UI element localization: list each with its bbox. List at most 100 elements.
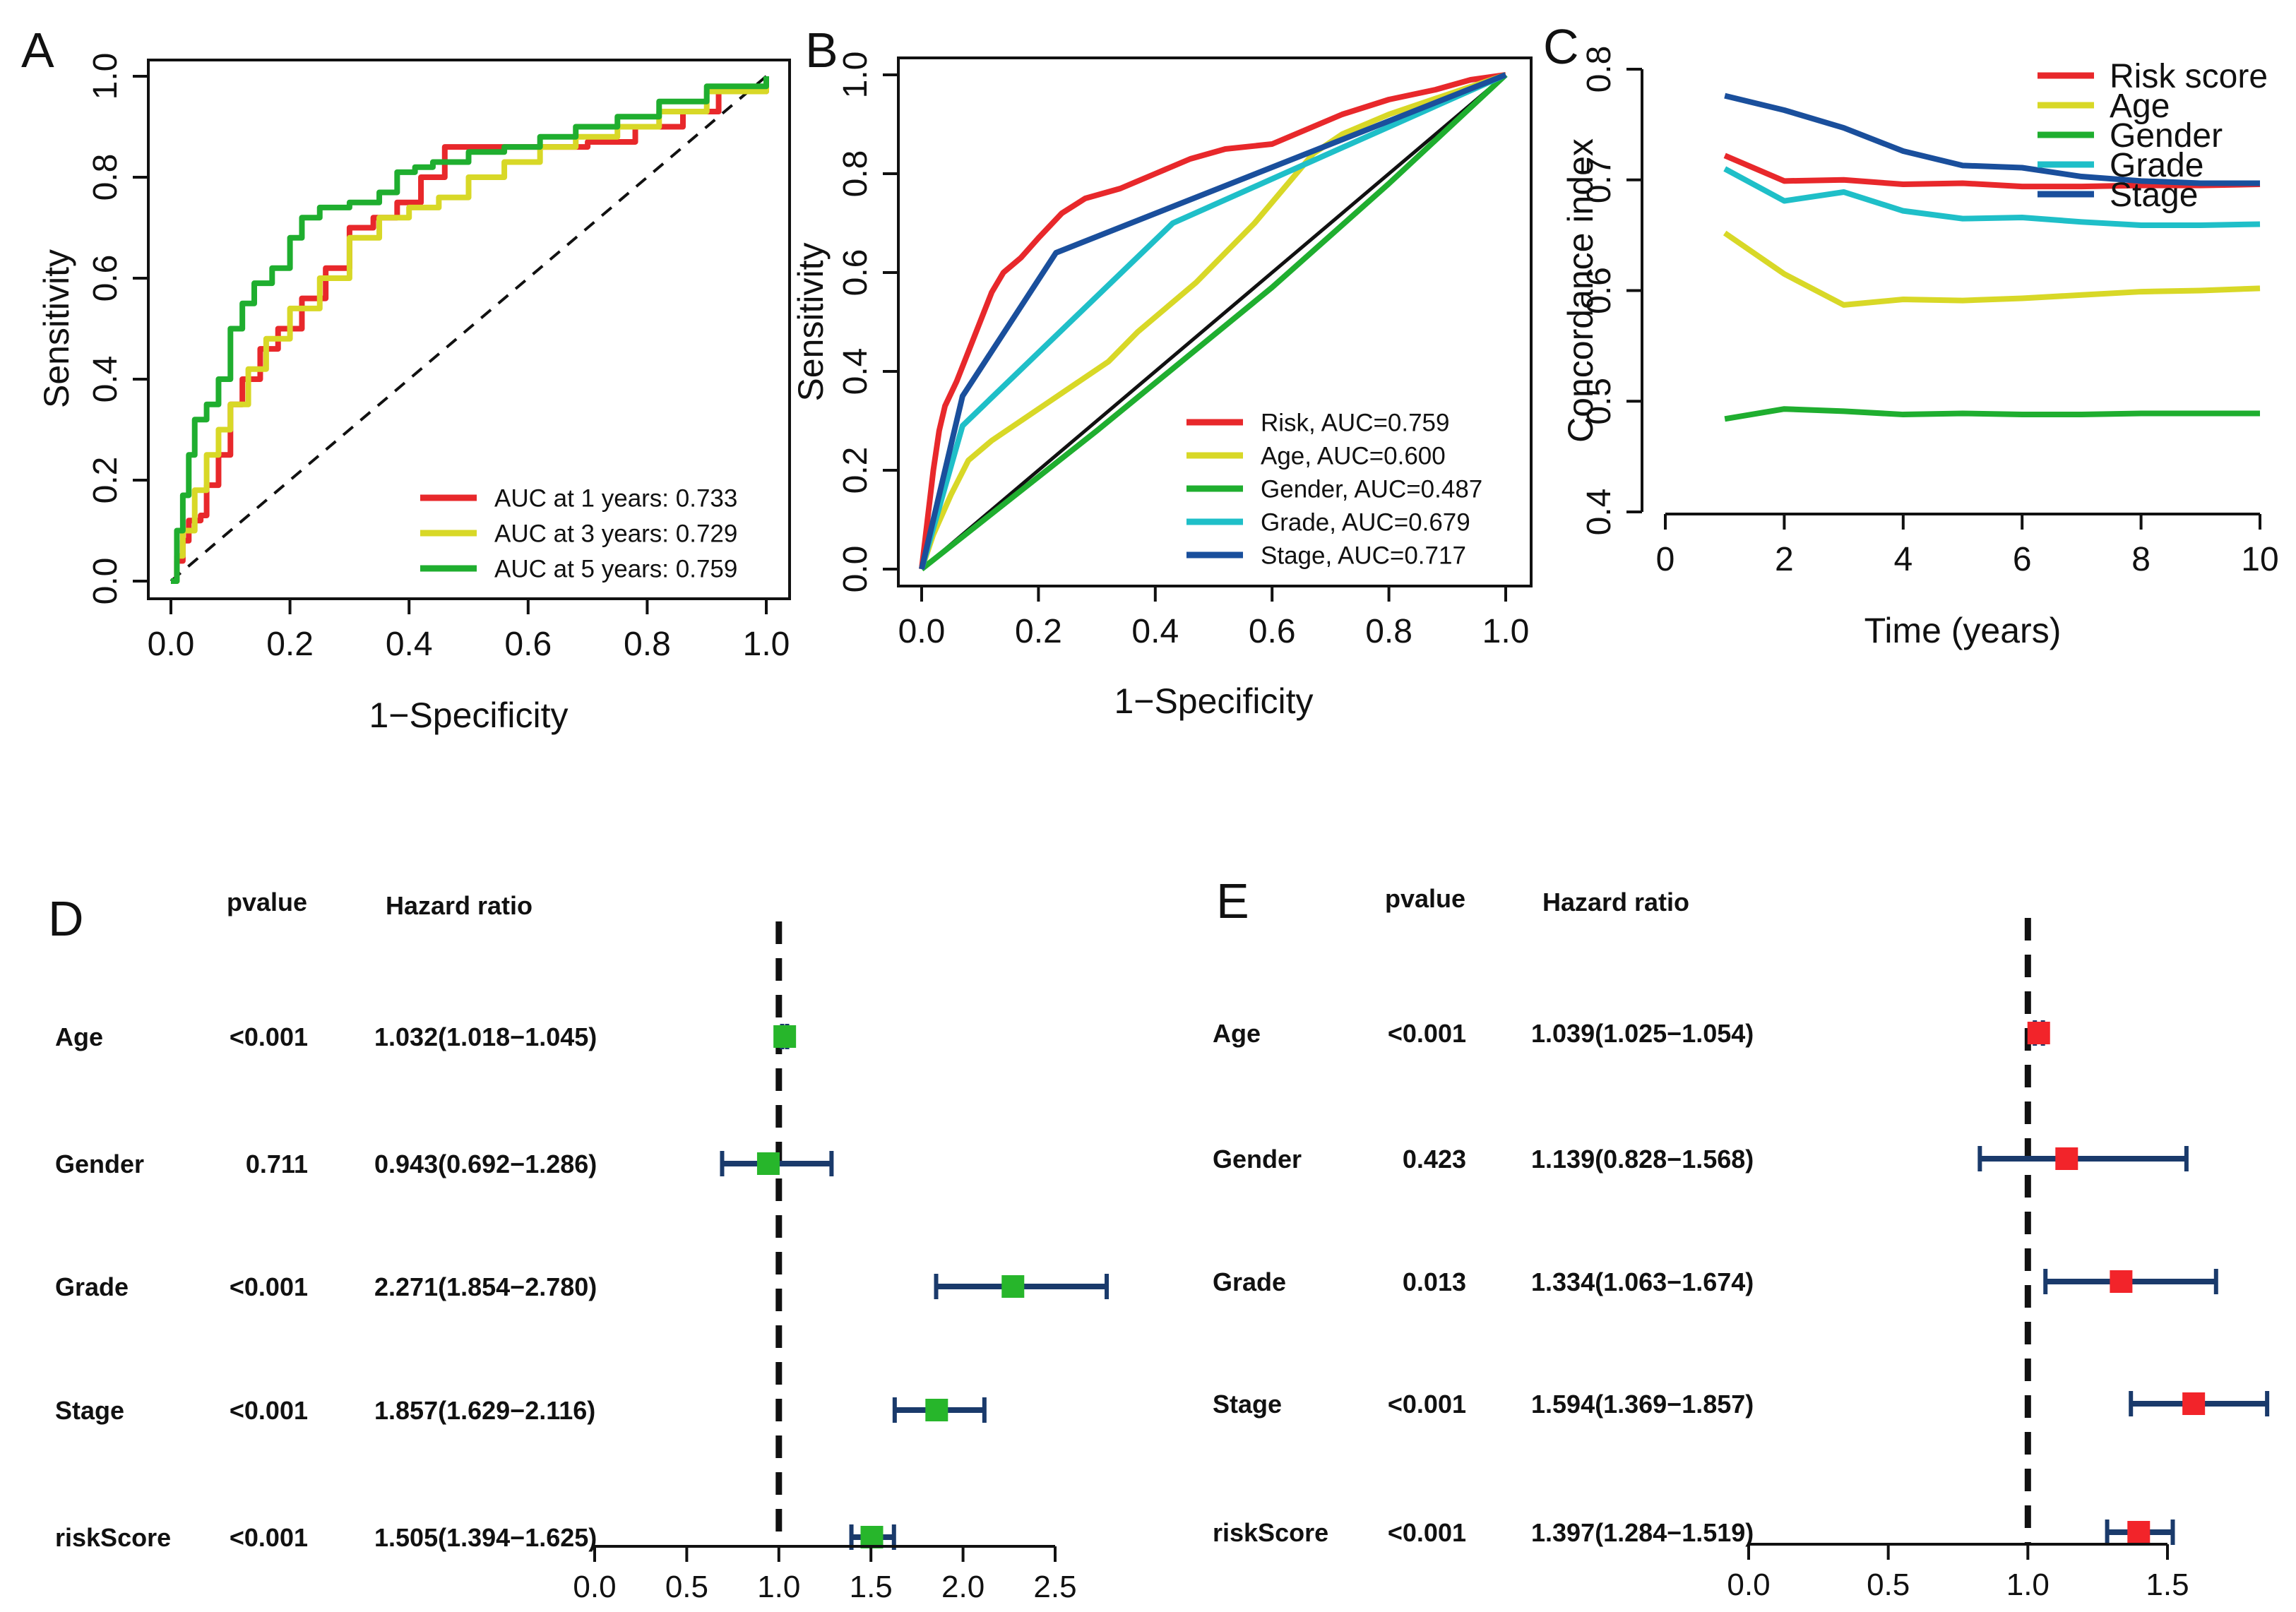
x-tick-label: 0.6	[504, 626, 552, 663]
x-tick-label: 1.0	[757, 1570, 800, 1604]
hr-marker	[2027, 1022, 2050, 1044]
x-tick-label: 0.8	[624, 626, 671, 663]
y-tick-label: 0.6	[87, 255, 124, 302]
hr-marker	[860, 1526, 884, 1548]
reference-diagonal	[169, 75, 768, 583]
x-tick-label: 0.4	[1131, 613, 1179, 650]
x-tick-label: 0.2	[1015, 613, 1062, 650]
series-line-5	[1724, 92, 2260, 186]
series-line-2	[171, 76, 769, 584]
row-hazard-ratio: 1.505(1.394−1.625)	[374, 1523, 597, 1552]
legend-label: Stage, AUC=0.717	[1261, 542, 1466, 569]
y-tick-label: 0.6	[837, 249, 874, 297]
x-tick-label: 1.0	[2006, 1568, 2050, 1602]
x-tick-label: 10	[2241, 541, 2278, 578]
hr-marker	[925, 1399, 948, 1421]
x-tick-label: 0.8	[1365, 613, 1412, 650]
row-label: Stage	[1213, 1390, 1282, 1419]
legend-label: Gender, AUC=0.487	[1261, 475, 1482, 503]
row-hazard-ratio: 1.039(1.025−1.054)	[1531, 1019, 1754, 1048]
row-label: Stage	[55, 1396, 124, 1425]
panel-d: pvalue Hazard ratio Age <0.001 1.032(1.018−1…	[55, 888, 1110, 1604]
legend-label: Gender	[2110, 117, 2223, 155]
reference-diagonal	[920, 73, 1507, 571]
y-tick-label: 0.7	[1581, 156, 1618, 203]
legend-label: Grade	[2110, 147, 2203, 184]
legend-label: Age	[2110, 88, 2170, 125]
column-header-hazard-ratio: Hazard ratio	[386, 891, 533, 920]
series-line-1	[919, 72, 1506, 570]
panel-letter: A	[21, 23, 54, 78]
y-tick-label: 0.0	[87, 558, 124, 605]
row-pvalue: <0.001	[1388, 1518, 1466, 1547]
x-tick-label: 1.0	[743, 626, 790, 663]
series-line-3	[920, 73, 1508, 572]
panel-a: 0.0 0.2 0.4 0.6 0.8 1.0 0.0 0.2 0.4 0.6 0.8 1.0 1−Sp…	[37, 53, 791, 735]
x-tick-label: 6	[2013, 541, 2032, 578]
row-pvalue: <0.001	[230, 1396, 308, 1425]
hr-marker	[756, 1152, 780, 1175]
row-label: riskScore	[1213, 1518, 1328, 1547]
legend-label: Stage	[2110, 177, 2198, 214]
legend-label: Risk, AUC=0.759	[1261, 409, 1450, 436]
row-pvalue: <0.001	[230, 1523, 308, 1552]
x-tick-label: 0	[1656, 541, 1675, 578]
y-tick-label: 0.8	[837, 150, 874, 198]
x-tick-label: 2.0	[941, 1570, 985, 1604]
hr-marker	[1001, 1275, 1025, 1298]
x-axis-title: Time (years)	[1864, 611, 2062, 650]
x-tick-label: 0.2	[266, 626, 314, 663]
panel-c: 0 2 4 6 8 10 0.4 0.5 0.6 0.7 0.8 Time (years) Concor…	[1561, 46, 2279, 650]
x-axis-title: 1−Specificity	[369, 695, 568, 735]
x-tick-label: 1.5	[2146, 1568, 2189, 1602]
y-tick-label: 0.5	[1581, 378, 1618, 425]
row-hazard-ratio: 0.943(0.692−1.286)	[374, 1150, 597, 1178]
row-hazard-ratio: 2.271(1.854−2.780)	[374, 1272, 597, 1301]
y-tick-label: 0.8	[87, 154, 124, 201]
row-label: Grade	[55, 1272, 129, 1301]
series-line-3	[171, 76, 769, 584]
row-pvalue: 0.711	[246, 1150, 308, 1178]
x-tick-label: 4	[1893, 541, 1913, 578]
legend-label: AUC at 5 years: 0.759	[494, 555, 737, 583]
panel-letter: C	[1543, 19, 1579, 74]
row-hazard-ratio: 1.139(0.828−1.568)	[1531, 1145, 1754, 1174]
row-pvalue: <0.001	[1388, 1019, 1466, 1048]
y-tick-label: 1.0	[837, 52, 874, 99]
plot-frame	[897, 56, 1533, 587]
x-tick-label: 0.0	[573, 1570, 616, 1604]
y-tick-label: 1.0	[87, 53, 124, 100]
series-line-1	[171, 76, 769, 584]
x-tick-label: 0.0	[898, 613, 946, 650]
row-hazard-ratio: 1.334(1.063−1.674)	[1531, 1267, 1754, 1296]
series-line-4	[919, 72, 1507, 571]
hr-marker	[2055, 1147, 2078, 1170]
row-pvalue: <0.001	[230, 1022, 308, 1051]
hr-marker	[773, 1025, 797, 1048]
y-axis-title: Sensitivity	[37, 249, 76, 408]
plot-frame	[147, 59, 791, 600]
row-label: Gender	[1213, 1145, 1302, 1174]
row-hazard-ratio: 1.857(1.629−2.116)	[374, 1396, 595, 1425]
x-tick-label: 0.0	[1727, 1568, 1770, 1602]
x-tick-label: 2.5	[1033, 1570, 1076, 1604]
column-header-hazard-ratio: Hazard ratio	[1542, 888, 1689, 917]
legend-label: Grade, AUC=0.679	[1261, 508, 1470, 536]
y-tick-label: 0.4	[837, 348, 874, 395]
row-label: Age	[55, 1022, 103, 1051]
y-axis-title: Sensitivity	[791, 242, 831, 401]
legend-label: AUC at 1 years: 0.733	[494, 484, 737, 512]
x-tick-label: 0.5	[665, 1570, 708, 1604]
x-tick-label: 2	[1775, 541, 1794, 578]
panel-letter: E	[1216, 873, 1249, 929]
series-line-3	[1724, 406, 2260, 422]
hr-marker	[2127, 1521, 2151, 1544]
y-tick-label: 0.8	[1581, 46, 1618, 93]
row-label: Age	[1213, 1019, 1261, 1048]
row-pvalue: <0.001	[230, 1272, 308, 1301]
row-label: Grade	[1213, 1267, 1286, 1296]
row-label: riskScore	[55, 1523, 171, 1552]
legend-label: Risk score	[2110, 58, 2268, 95]
y-tick-label: 0.4	[1581, 489, 1618, 536]
